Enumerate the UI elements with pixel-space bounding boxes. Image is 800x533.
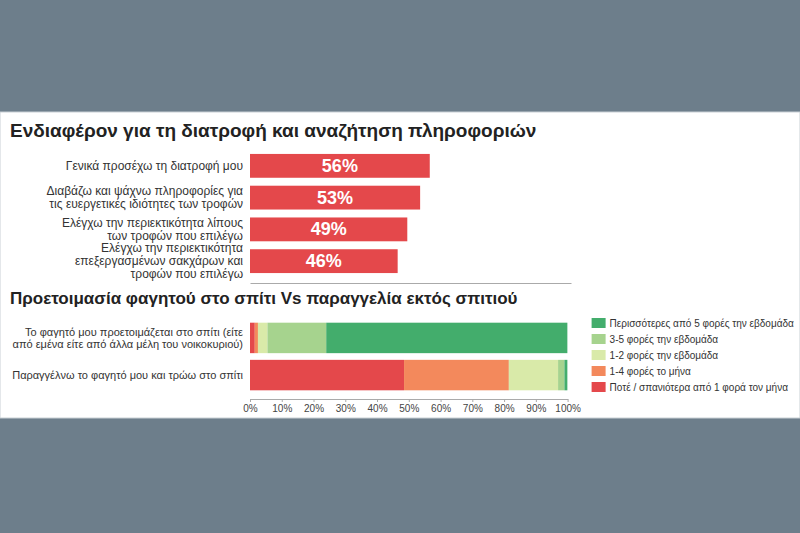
chart: Προετοιμασία φαγητού στο σπίτι Vs παραγγ…: [10, 289, 794, 414]
tick-label: 100%: [555, 403, 581, 414]
tick-mark: [345, 399, 346, 402]
bar-segment: [250, 323, 255, 353]
data-label: 46%: [306, 251, 342, 271]
x-axis: [251, 283, 572, 284]
tick-label: 10%: [272, 403, 292, 414]
tick-label: 20%: [304, 403, 324, 414]
chart-title: Προετοιμασία φαγητού στο σπίτι Vs παραγγ…: [10, 289, 518, 308]
category-label: Γενικά προσέχω τη διατροφή μου: [66, 159, 243, 173]
x-tick: 80%: [495, 399, 515, 414]
tick-mark: [377, 399, 378, 402]
category-label: Διαβάζω και ψάχνω πληροφορίες γιατις ευε…: [47, 184, 243, 211]
x-tick: 20%: [304, 399, 324, 414]
label-line: τις ευεργετικές ιδιότητες των τροφών: [49, 197, 243, 211]
label-line: Ελέγχω την περιεκτικότητα λίπους: [62, 216, 243, 230]
tick-label: 80%: [495, 403, 515, 414]
bar: [250, 249, 398, 273]
bar-segment: [564, 360, 567, 390]
legend-item: 1-4 φορές το μήνα: [592, 366, 691, 377]
legend-item: Περισσότερες από 5 φορές την εβδομάδα: [592, 318, 794, 329]
canvas: Ενδιαφέρον για τη διατροφή και αναζήτηση…: [0, 0, 800, 533]
tick-label: 60%: [431, 403, 451, 414]
x-axis-line: [251, 283, 572, 284]
legend-swatch: [592, 334, 606, 344]
x-tick: 10%: [272, 399, 292, 414]
x-tick: 30%: [336, 399, 356, 414]
data-label: 49%: [311, 219, 347, 239]
data-label: 53%: [317, 188, 353, 208]
bar-segment: [258, 323, 268, 353]
bar: [250, 217, 407, 241]
bar-segment: [267, 323, 326, 353]
bar: [250, 186, 420, 210]
x-tick: 70%: [463, 399, 483, 414]
tick-label: 40%: [368, 403, 388, 414]
legend-label: Περισσότερες από 5 φορές την εβδομάδα: [610, 318, 794, 329]
tick-mark: [504, 399, 505, 402]
tick-label: 70%: [463, 403, 483, 414]
bar-segment: [558, 360, 564, 390]
tick-mark: [536, 399, 537, 402]
tick-mark: [409, 399, 410, 402]
x-tick: 100%: [555, 399, 581, 414]
legend-swatch: [592, 366, 606, 376]
legend-swatch: [592, 318, 606, 328]
bar-segment: [326, 323, 567, 353]
label-line: από εμένα είτε από άλλα μέλη του νοικοκυ…: [13, 338, 243, 350]
data-label: 56%: [322, 156, 358, 176]
x-tick: 90%: [526, 399, 546, 414]
tick-mark: [250, 399, 251, 402]
tick-label: 0%: [243, 403, 258, 414]
legend-swatch: [592, 382, 606, 392]
legend-label: 1-4 φορές το μήνα: [610, 366, 691, 377]
bar-segment: [404, 360, 509, 390]
x-axis: 0% 10% 20% 30% 40% 50% 60% 70% 80% 90% 100%: [243, 399, 581, 414]
legend-item: 3-5 φορές την εβδομάδα: [592, 334, 719, 345]
label-line: Διαβάζω και ψάχνω πληροφορίες για: [47, 184, 243, 198]
tick-mark: [441, 399, 442, 402]
bar-segment: [250, 360, 404, 390]
tick-mark: [472, 399, 473, 402]
legend-label: 1-2 φορές την εβδομάδα: [610, 350, 719, 361]
tick-label: 50%: [399, 403, 419, 414]
x-tick: 60%: [431, 399, 451, 414]
x-tick: 40%: [368, 399, 388, 414]
legend-item: Ποτέ / σπανιότερα από 1 φορά τον μήνα: [592, 382, 789, 393]
label-line: Ελέγχω την περιεκτικότητα: [101, 241, 243, 255]
bar-segment: [509, 360, 558, 390]
chart: Ενδιαφέρον για τη διατροφή και αναζήτηση…: [10, 120, 572, 284]
panel: [0, 112, 800, 418]
legend-label: 3-5 φορές την εβδομάδα: [610, 334, 719, 345]
category-label: Παραγγέλνω το φαγητό μου και τρώω στο σπ…: [12, 369, 243, 381]
tick-mark: [282, 399, 283, 402]
label-line: τροφών που επιλέγω: [131, 267, 243, 281]
tick-mark: [568, 399, 569, 402]
legend-item: 1-2 φορές την εβδομάδα: [592, 350, 719, 361]
category-label: Ελέγχω την περιεκτικότητα λίπουςτων τροφ…: [62, 216, 243, 243]
label-line: Παραγγέλνω το φαγητό μου και τρώω στο σπ…: [12, 369, 243, 381]
category-label: Το φαγητό μου προετοιμάζεται στο σπίτι (…: [13, 326, 244, 351]
bar: [250, 154, 430, 178]
tick-label: 90%: [526, 403, 546, 414]
x-tick: 50%: [399, 399, 419, 414]
label-line: Το φαγητό μου προετοιμάζεται στο σπίτι (…: [25, 326, 243, 338]
legend: Περισσότερες από 5 φορές την εβδομάδα 3-5…: [592, 318, 794, 393]
label-line: επεξεργασμένων σακχάρων και: [75, 254, 243, 268]
chart-title: Ενδιαφέρον για τη διατροφή και αναζήτηση…: [10, 120, 536, 142]
plot-area: [250, 154, 430, 273]
category-label: Ελέγχω την περιεκτικότηταεπεξεργασμένων …: [75, 241, 243, 281]
label-line: Γενικά προσέχω τη διατροφή μου: [66, 159, 243, 173]
legend-label: Ποτέ / σπανιότερα από 1 φορά τον μήνα: [610, 382, 789, 393]
tick-label: 30%: [336, 403, 356, 414]
legend-swatch: [592, 350, 606, 360]
plot-area: [250, 323, 568, 391]
x-tick: 0%: [243, 399, 258, 414]
tick-mark: [314, 399, 315, 402]
bar-segment: [255, 323, 258, 353]
